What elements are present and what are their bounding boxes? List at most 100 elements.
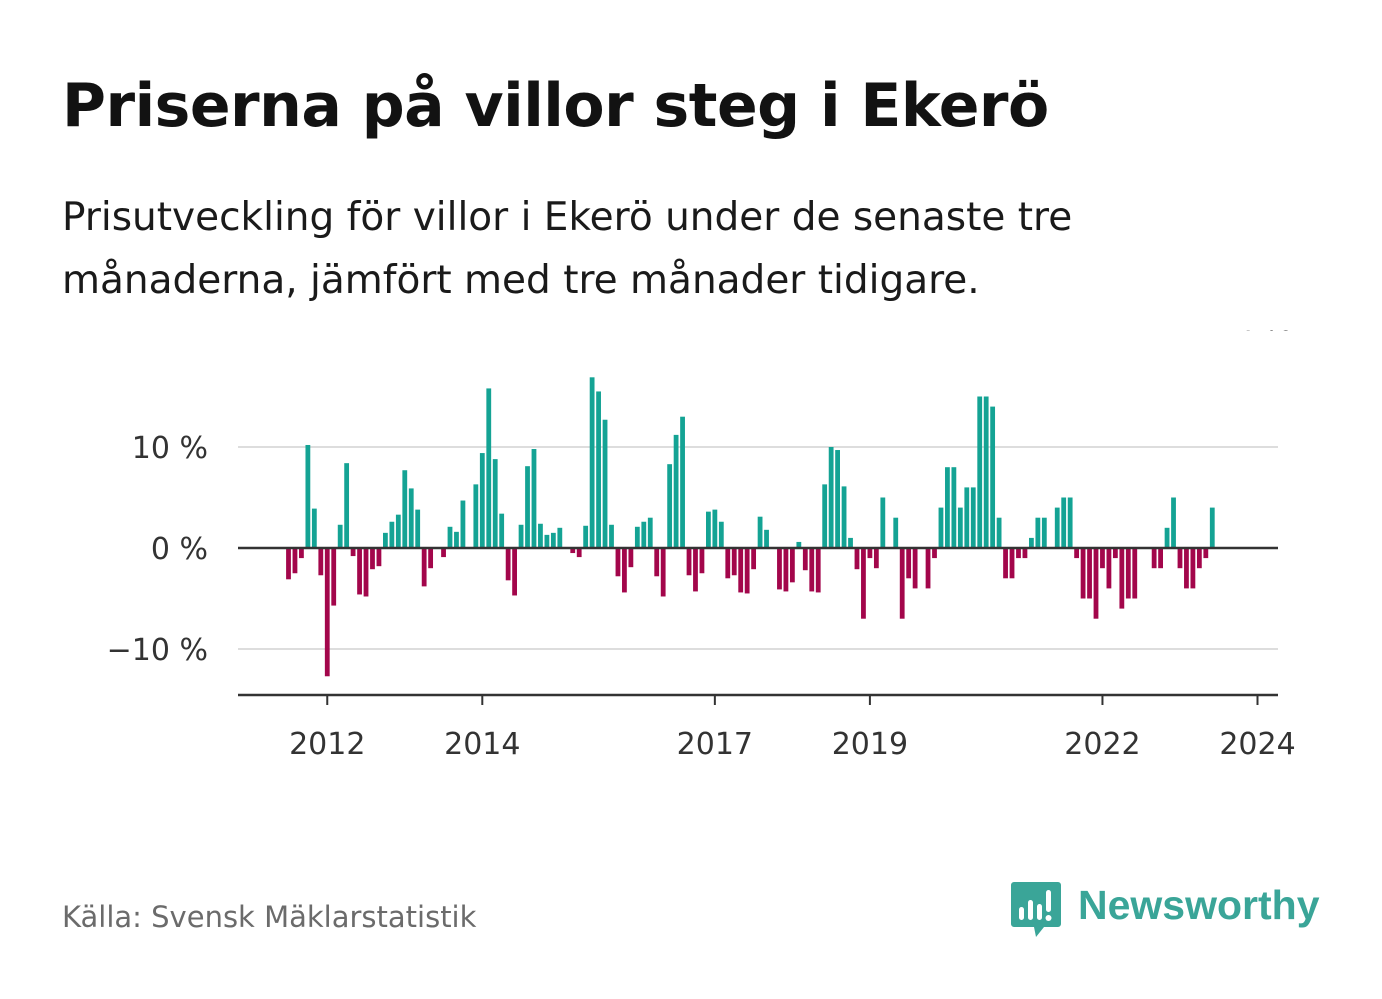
bar bbox=[1209, 507, 1215, 548]
bar bbox=[1067, 497, 1073, 548]
chart-title: Priserna på villor steg i Ekerö bbox=[62, 71, 1049, 141]
bar bbox=[538, 523, 543, 548]
bar bbox=[421, 548, 427, 587]
bar bbox=[615, 548, 621, 577]
bar bbox=[576, 548, 582, 558]
bar bbox=[415, 509, 421, 548]
bar bbox=[486, 388, 492, 548]
bar bbox=[867, 548, 873, 559]
bar bbox=[383, 532, 388, 548]
bar bbox=[725, 548, 731, 579]
bar bbox=[815, 548, 821, 593]
x-tick-label: 2014 bbox=[444, 727, 520, 762]
bar bbox=[1171, 497, 1176, 548]
bar bbox=[376, 548, 382, 567]
bar bbox=[499, 513, 505, 548]
bar bbox=[357, 548, 362, 595]
bar bbox=[1087, 548, 1092, 599]
bar bbox=[764, 529, 769, 548]
bar bbox=[1041, 517, 1047, 548]
source-note: Källa: Svensk Mäklarstatistik bbox=[62, 900, 477, 934]
bar bbox=[854, 548, 860, 570]
bar bbox=[802, 548, 808, 571]
bar bbox=[977, 396, 983, 548]
bar bbox=[1125, 548, 1131, 599]
bar bbox=[706, 511, 711, 548]
bar bbox=[893, 517, 899, 548]
bar bbox=[686, 548, 692, 576]
bar bbox=[583, 525, 589, 548]
bar bbox=[447, 526, 453, 548]
bar bbox=[363, 548, 369, 597]
bar bbox=[925, 548, 931, 589]
bar bbox=[550, 532, 556, 548]
bar bbox=[1132, 548, 1138, 599]
bar bbox=[957, 507, 963, 548]
bar bbox=[777, 548, 782, 590]
bar bbox=[970, 487, 976, 548]
bar bbox=[873, 548, 879, 569]
bar bbox=[1029, 537, 1034, 548]
bar bbox=[841, 486, 847, 548]
bar bbox=[964, 487, 970, 548]
bar bbox=[454, 531, 459, 548]
bar bbox=[647, 517, 653, 548]
bar bbox=[712, 509, 718, 548]
bar bbox=[1074, 548, 1080, 559]
bar bbox=[473, 484, 479, 548]
bar bbox=[370, 548, 375, 570]
bar bbox=[402, 470, 408, 548]
bar bbox=[1016, 548, 1021, 559]
bar bbox=[751, 548, 757, 570]
bar bbox=[828, 447, 834, 548]
bar bbox=[757, 516, 763, 548]
bar bbox=[1164, 527, 1170, 548]
x-tick-label: 2019 bbox=[832, 727, 908, 762]
bar bbox=[990, 406, 996, 548]
bar bbox=[1184, 548, 1189, 589]
bar bbox=[822, 484, 828, 548]
bar bbox=[744, 548, 750, 594]
newsworthy-logo-icon bbox=[1011, 882, 1061, 937]
bar bbox=[331, 548, 337, 606]
x-tick-label: 2012 bbox=[289, 727, 365, 762]
bar bbox=[738, 548, 744, 593]
bar bbox=[1119, 548, 1125, 609]
bar bbox=[861, 548, 866, 619]
bar bbox=[835, 450, 840, 548]
bar bbox=[912, 548, 918, 589]
brand-logo[interactable]: Newsworthy bbox=[1010, 880, 1330, 940]
bar bbox=[544, 534, 550, 548]
bar bbox=[634, 526, 640, 548]
bar bbox=[1035, 517, 1041, 548]
bar bbox=[531, 449, 537, 548]
bar bbox=[1177, 548, 1183, 569]
bar bbox=[680, 416, 685, 548]
bar bbox=[286, 548, 291, 580]
bar bbox=[1106, 548, 1112, 589]
bar bbox=[1003, 548, 1008, 579]
bar bbox=[938, 507, 944, 548]
bar bbox=[389, 521, 395, 548]
bar bbox=[789, 548, 795, 583]
bar bbox=[880, 497, 886, 548]
bar bbox=[589, 377, 595, 548]
bar bbox=[428, 548, 434, 569]
bar bbox=[693, 548, 698, 592]
chart-subtitle: Prisutveckling för villor i Ekerö under … bbox=[62, 195, 1073, 303]
bar bbox=[1190, 548, 1196, 589]
bar bbox=[318, 548, 324, 576]
bar bbox=[292, 548, 298, 574]
bar bbox=[525, 466, 530, 548]
bar bbox=[596, 391, 601, 548]
bar bbox=[983, 396, 989, 548]
bar bbox=[796, 541, 802, 548]
bar bbox=[699, 548, 705, 574]
bar bbox=[1100, 548, 1105, 569]
bar bbox=[337, 524, 343, 548]
bar bbox=[305, 444, 311, 548]
bar bbox=[479, 453, 485, 548]
bar-chart: 10 % 0 % −10 % 2012 2014 2017 2019 2022 2024 4 % bbox=[107, 330, 1296, 762]
bar bbox=[848, 537, 853, 548]
bar bbox=[1158, 548, 1163, 569]
